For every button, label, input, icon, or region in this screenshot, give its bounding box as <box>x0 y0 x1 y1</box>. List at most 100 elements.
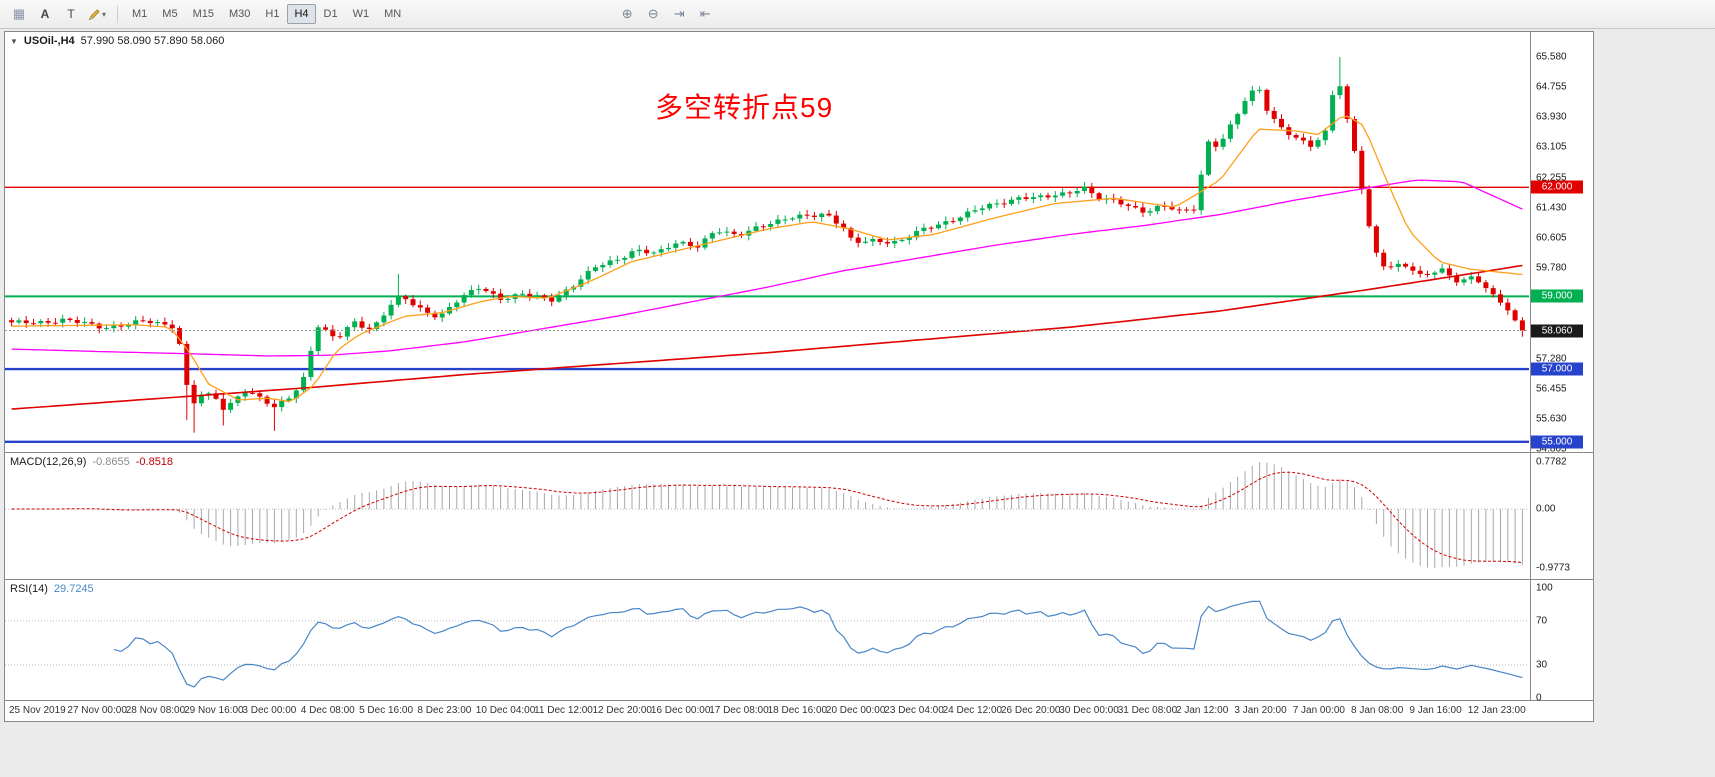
timeframe-button-d1[interactable]: D1 <box>323 8 338 20</box>
zoom-out-button[interactable]: ⊖ <box>640 3 666 25</box>
chart-tools-group: ⊕ ⊖ ⇥ ⇤ <box>614 3 718 25</box>
macd-scale-tick: 0.00 <box>1536 503 1556 515</box>
chart-header: ▼ USOil-,H4 57.990 58.090 57.890 58.060 <box>10 35 224 47</box>
price-tick: 59.780 <box>1536 262 1567 274</box>
rsi-canvas[interactable] <box>5 580 1529 700</box>
current-price-box: 58.060 <box>1531 324 1583 337</box>
chart-annotation-text: 多空转折点59 <box>655 92 834 123</box>
time-label: 27 Nov 00:00 <box>67 705 127 716</box>
price-tick: 61.430 <box>1536 202 1567 214</box>
macd-scale-tick: -0.9773 <box>1536 562 1570 574</box>
pencil-icon <box>88 8 100 20</box>
level-price-box: 62.000 <box>1531 180 1583 194</box>
time-label: 7 Jan 00:00 <box>1292 705 1345 716</box>
timeframe-group: M1 M5 M15 M30 H1 H4 D1 W1 MN <box>125 4 409 24</box>
chart-title: USOil-,H4 <box>23 35 75 47</box>
price-tick: 60.605 <box>1536 232 1567 244</box>
timeframe-button-h1[interactable]: H1 <box>265 8 280 20</box>
rsi-panel: RSI(14) 29.7245 <box>5 580 1529 700</box>
time-label: 8 Jan 08:00 <box>1351 705 1404 716</box>
timeframe-button-h4[interactable]: H4 <box>287 4 316 24</box>
price-tick: 63.930 <box>1536 111 1567 123</box>
level-price-box: 59.000 <box>1531 289 1583 303</box>
chart-window: ▼ USOil-,H4 57.990 58.090 57.890 58.060 … <box>4 31 1594 722</box>
time-label: 8 Dec 23:00 <box>417 705 472 716</box>
time-label: 29 Nov 16:00 <box>184 705 244 716</box>
price-tick: 62.255 <box>1536 172 1567 184</box>
macd-label: MACD(12,26,9) -0.8655 -0.8518 <box>10 456 173 468</box>
main-chart-panel: ▼ USOil-,H4 57.990 58.090 57.890 58.060 … <box>5 32 1529 452</box>
text-annotation-icon: A <box>40 7 50 21</box>
zoom-in-icon: ⊕ <box>621 6 633 21</box>
time-label: 12 Dec 20:00 <box>592 705 653 716</box>
time-label: 12 Jan 23:00 <box>1467 705 1526 716</box>
timeframe-button-m5[interactable]: M5 <box>162 8 178 20</box>
time-label: 16 Dec 00:00 <box>650 705 711 716</box>
rsi-scale-tick: 0 <box>1536 692 1542 704</box>
macd-panel: MACD(12,26,9) -0.8655 -0.8518 <box>5 453 1529 579</box>
time-label: 5 Dec 16:00 <box>359 705 414 716</box>
time-label: 20 Dec 00:00 <box>825 705 886 716</box>
time-label: 9 Jan 16:00 <box>1409 705 1462 716</box>
zoom-in-button[interactable]: ⊕ <box>614 3 640 25</box>
time-label: 24 Dec 12:00 <box>942 705 1003 716</box>
macd-canvas[interactable] <box>5 453 1529 579</box>
rsi-scale-tick: 70 <box>1536 615 1548 627</box>
price-tick: 63.105 <box>1536 141 1567 153</box>
time-axis[interactable]: 25 Nov 2019 27 Nov 00:00 28 Nov 08:00 29 No… <box>5 701 1593 721</box>
macd-name: MACD(12,26,9) <box>10 456 87 468</box>
dropdown-caret-icon: ▾ <box>102 9 107 19</box>
time-label: 18 Dec 16:00 <box>767 705 828 716</box>
zoom-out-icon: ⊖ <box>647 6 659 21</box>
price-tick: 64.755 <box>1536 81 1567 93</box>
timeframe-button-w1[interactable]: W1 <box>352 8 370 20</box>
timeframe-button-mn[interactable]: MN <box>384 8 402 20</box>
panel-divider[interactable] <box>5 452 1593 453</box>
timeframe-button-m15[interactable]: M15 <box>192 8 214 20</box>
time-label: 26 Dec 20:00 <box>1001 705 1061 716</box>
macd-value-signal: -0.8518 <box>135 456 174 468</box>
toolbar-separator <box>117 5 119 23</box>
macd-value-main: -0.8655 <box>92 456 130 468</box>
time-label: 31 Dec 08:00 <box>1117 705 1178 716</box>
text-label-button[interactable]: T <box>58 3 84 25</box>
price-tick: 56.455 <box>1536 383 1567 395</box>
chart-shift-button[interactable]: ⇤ <box>692 3 718 25</box>
price-tick: 65.580 <box>1536 51 1567 63</box>
rsi-label: RSI(14) 29.7245 <box>10 583 94 595</box>
price-tick: 57.280 <box>1536 353 1567 365</box>
price-scale[interactable]: 65.580 64.755 63.930 63.105 62.255 61.430 60.6… <box>1530 32 1593 704</box>
time-label: 30 Dec 00:00 <box>1059 705 1119 716</box>
macd-scale-tick: 0.7782 <box>1536 456 1567 468</box>
time-label: 2 Jan 12:00 <box>1176 705 1229 716</box>
time-label: 4 Dec 08:00 <box>300 705 355 716</box>
price-tick: 54.805 <box>1536 443 1567 455</box>
collapse-icon[interactable]: ▼ <box>10 37 18 46</box>
panel-divider[interactable] <box>5 579 1593 580</box>
rsi-scale-tick: 30 <box>1536 659 1548 671</box>
time-label: 11 Dec 12:00 <box>534 705 593 716</box>
timeframe-button-m1[interactable]: M1 <box>132 8 148 20</box>
level-price-box: 55.000 <box>1531 435 1583 449</box>
panel-divider[interactable] <box>5 700 1593 701</box>
main-chart-canvas[interactable] <box>5 32 1529 452</box>
draw-tool-button[interactable]: ▾ <box>84 3 110 25</box>
rsi-name: RSI(14) <box>10 583 48 595</box>
price-tick: 55.630 <box>1536 413 1567 425</box>
toolbar: ▦ A T ▾ M1 M5 M15 M30 H1 H4 D1 W1 MN ⊕ ⊖ ⇥ ⇤ <box>0 0 1715 29</box>
timeframe-button-m30[interactable]: M30 <box>228 8 251 20</box>
rsi-scale-tick: 100 <box>1536 582 1553 594</box>
time-label: 25 Nov 2019 <box>9 705 66 716</box>
chart-shift-icon: ⇤ <box>699 6 711 21</box>
auto-scroll-button[interactable]: ⇥ <box>666 3 692 25</box>
time-label: 3 Jan 20:00 <box>1234 705 1287 716</box>
time-label: 23 Dec 04:00 <box>884 705 944 716</box>
rsi-value: 29.7245 <box>53 583 94 595</box>
text-annotation-button[interactable]: A <box>32 3 58 25</box>
time-label: 28 Nov 08:00 <box>125 705 186 716</box>
level-price-box: 57.000 <box>1531 362 1583 376</box>
text-label-icon: T <box>67 7 75 21</box>
drawing-tools-group: ▦ A T ▾ <box>6 3 110 25</box>
chart-grid-button[interactable]: ▦ <box>6 3 32 25</box>
